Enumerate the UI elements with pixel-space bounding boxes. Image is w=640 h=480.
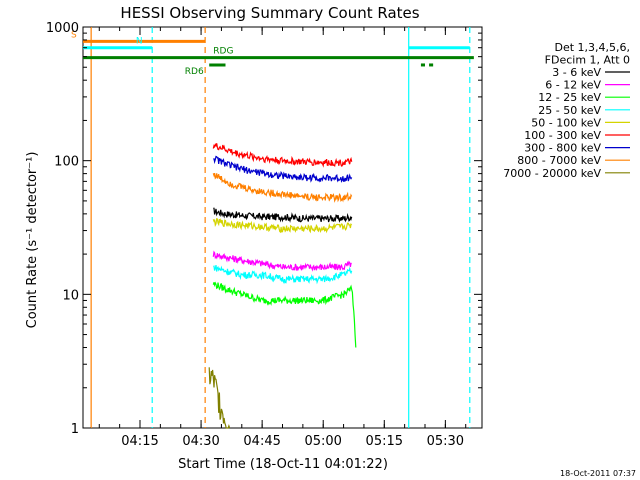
x-tick-label-3: 05:00	[304, 434, 341, 449]
series-line-12-25-keV	[212, 281, 357, 348]
legend-label-8: 7000 - 20000 keV	[503, 167, 601, 180]
chart-title: HESSI Observing Summary Count Rates	[120, 4, 419, 22]
legend-header-0: Det 1,3,4,5,6,	[554, 41, 630, 54]
plot-area: S N RDG RD6 04:15 04:30 04:45 05:00 05:15 05:30 1 1…	[46, 21, 483, 449]
flag-label-n: N	[136, 37, 143, 47]
x-tick-label-5: 05:30	[427, 434, 464, 449]
series-line-50-100-keV	[212, 218, 353, 234]
y-tick-label-2: 100	[54, 155, 79, 170]
x-tick-label-2: 04:45	[243, 434, 280, 449]
y-tick-label-3: 1000	[46, 21, 79, 36]
x-tick-label-0: 04:15	[121, 434, 158, 449]
series-line-300-800-keV	[213, 155, 353, 183]
series-line-6-12-keV	[212, 250, 352, 272]
flag-label-rdg: RDG	[213, 47, 233, 57]
legend-label-3: 25 - 50 keV	[538, 104, 601, 117]
y-tick-label-1: 10	[62, 288, 79, 303]
legend-label-6: 300 - 800 keV	[524, 142, 601, 155]
series-line-800-7000-keV	[212, 172, 353, 203]
x-axis-label: Start Time (18-Oct-11 04:01:22)	[178, 457, 388, 472]
x-tick-label-4: 05:15	[366, 434, 403, 449]
legend-label-0: 3 - 6 keV	[552, 66, 601, 79]
y-axis-label: Count Rate (s⁻¹ detector⁻¹)	[25, 152, 40, 329]
legend-label-2: 12 - 25 keV	[538, 91, 601, 104]
legend: Det 1,3,4,5,6,FDecim 1, Att 03 - 6 keV6 …	[503, 41, 630, 180]
legend-label-5: 100 - 300 keV	[524, 129, 601, 142]
series-line-3-6-keV	[213, 207, 353, 223]
legend-label-1: 6 - 12 keV	[545, 79, 601, 92]
y-tick-label-0: 1	[71, 422, 79, 437]
footer-timestamp: 18-Oct-2011 07:37	[560, 469, 636, 478]
legend-label-7: 800 - 7000 keV	[517, 154, 601, 167]
series-line-100-300-keV	[212, 143, 353, 168]
flag-label-s: S	[71, 30, 77, 40]
series-line-7000-20000-keV	[208, 367, 231, 429]
legend-label-4: 50 - 100 keV	[531, 116, 601, 129]
flag-label-rd6: RD6	[185, 67, 204, 77]
x-tick-label-1: 04:30	[182, 434, 219, 449]
legend-header-1: FDecim 1, Att 0	[545, 54, 630, 67]
series-line-25-50-keV	[213, 264, 353, 285]
